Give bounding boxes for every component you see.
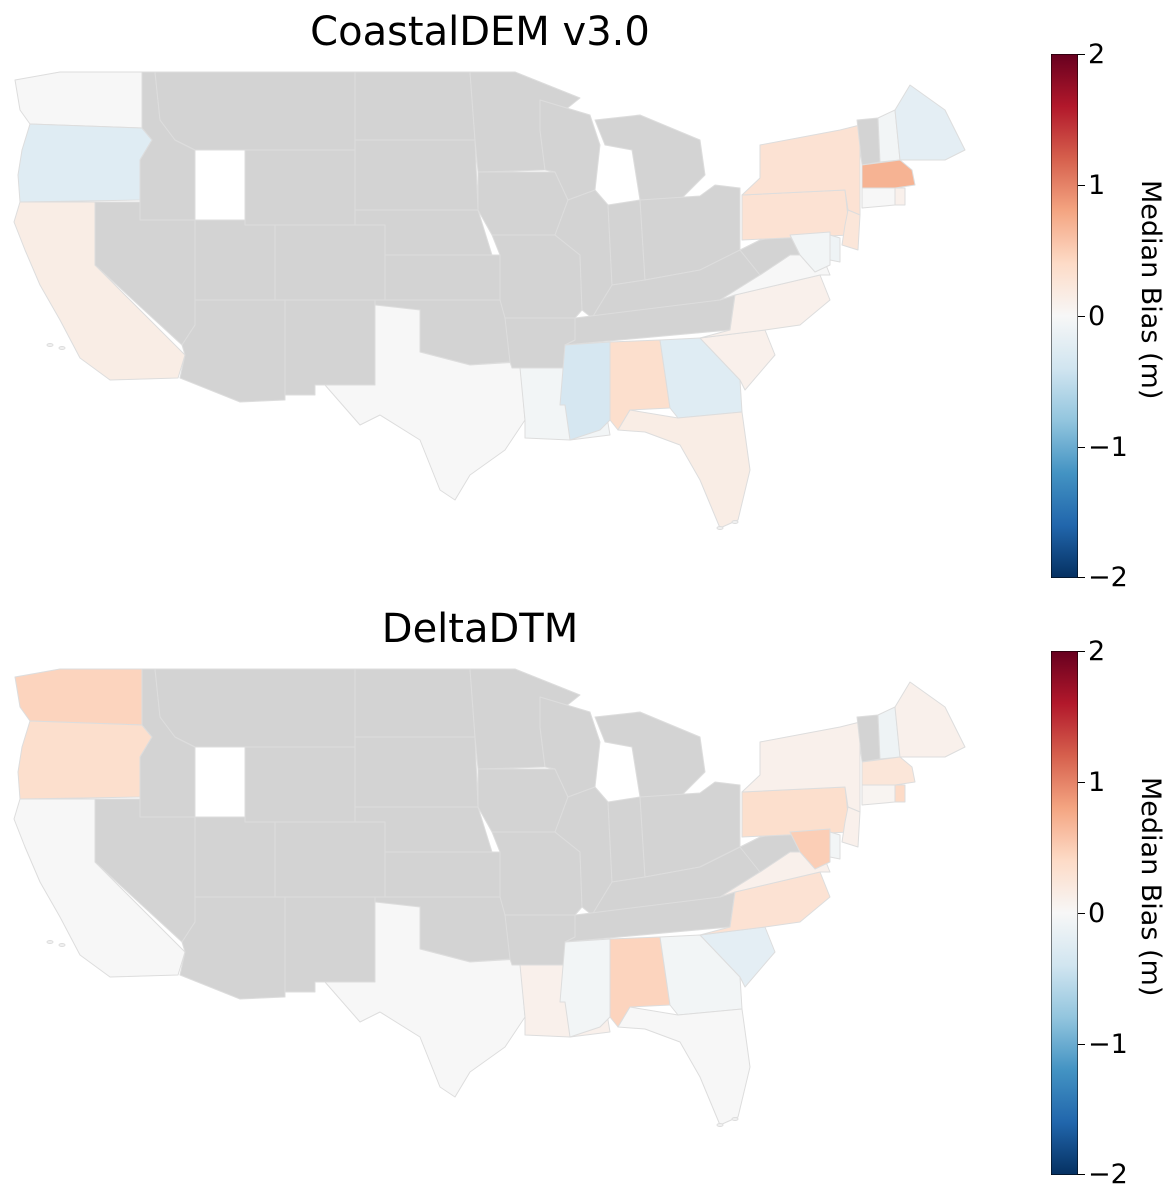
state-ct <box>861 784 896 806</box>
state-ri <box>894 187 906 206</box>
state-mo <box>491 234 583 319</box>
island-shape <box>731 1117 739 1121</box>
colorbar-tick-minus-1: −1 <box>1088 432 1128 463</box>
state-nj <box>841 806 861 848</box>
island-shape <box>46 343 54 347</box>
colorbar-tick-minus-1: −1 <box>1088 1029 1128 1060</box>
panel-deltadtm: DeltaDTM 2 1 0 −1 −2 Median Bias (m) <box>0 597 1175 1194</box>
state-wa <box>14 668 143 726</box>
state-nm <box>284 299 376 396</box>
colorbar-tick-2: 2 <box>1088 39 1106 70</box>
choropleth-map <box>13 71 966 530</box>
state-me <box>894 84 966 161</box>
colorbar <box>1051 651 1078 1175</box>
state-mt <box>154 71 356 151</box>
colorbar-tick-0: 0 <box>1088 898 1106 929</box>
state-md <box>789 828 831 870</box>
colorbar-label: Median Bias (m) <box>1135 180 1166 400</box>
state-fl <box>617 409 751 529</box>
colorbar-tick-minus-2: −2 <box>1088 1159 1128 1190</box>
state-nm <box>284 896 376 993</box>
state-tx <box>314 304 526 501</box>
state-md <box>789 231 831 273</box>
state-ma <box>861 756 916 786</box>
state-sd <box>354 736 479 808</box>
state-ut <box>194 816 276 898</box>
state-ks <box>384 254 501 301</box>
colorbar-tick-1: 1 <box>1088 767 1106 798</box>
state-pa <box>741 786 851 838</box>
panel-coastaldem: CoastalDEM v3.0 2 1 0 −1 −2 Median Bias … <box>13 9 1166 593</box>
state-nd <box>354 71 476 141</box>
state-nj <box>841 209 861 251</box>
colorbar-gradient <box>1051 54 1078 578</box>
state-tx <box>314 901 526 1098</box>
state-ut <box>194 219 276 301</box>
state-ma <box>861 159 916 189</box>
island-shape <box>58 346 66 350</box>
state-ia <box>477 768 569 833</box>
state-in <box>607 199 646 286</box>
state-pa <box>741 189 851 241</box>
state-co <box>274 224 386 301</box>
state-fl <box>617 1006 751 1126</box>
state-or <box>17 720 153 800</box>
island-shape <box>716 1123 724 1127</box>
state-ms <box>559 341 611 441</box>
island-shape <box>58 943 66 947</box>
state-nc <box>699 871 831 936</box>
state-mi <box>594 711 706 798</box>
state-wy <box>244 746 356 823</box>
state-in <box>607 796 646 883</box>
state-or <box>17 123 153 203</box>
island-shape <box>716 526 724 530</box>
island-shape <box>731 520 739 524</box>
state-de <box>829 831 841 860</box>
state-wa <box>14 71 143 129</box>
state-co <box>274 821 386 898</box>
state-de <box>829 234 841 263</box>
state-ms <box>559 938 611 1038</box>
state-ct <box>861 187 896 209</box>
state-ri <box>894 784 906 803</box>
state-az <box>179 299 286 403</box>
state-mo <box>491 831 583 916</box>
state-mi <box>594 114 706 201</box>
state-me <box>894 681 966 758</box>
state-ks <box>384 851 501 898</box>
map-title: DeltaDTM <box>381 606 579 652</box>
state-ia <box>477 171 569 236</box>
colorbar-tick-2: 2 <box>1088 636 1106 667</box>
state-az <box>179 896 286 1000</box>
colorbar-gradient <box>1051 651 1078 1175</box>
colorbar-label: Median Bias (m) <box>1135 777 1166 997</box>
state-sd <box>354 139 479 211</box>
colorbar-tick-1: 1 <box>1088 170 1106 201</box>
choropleth-map <box>13 668 966 1127</box>
map-title: CoastalDEM v3.0 <box>310 9 650 55</box>
colorbar-tick-minus-2: −2 <box>1088 562 1128 593</box>
state-mt <box>154 668 356 748</box>
state-nc <box>699 274 831 339</box>
state-nd <box>354 668 476 738</box>
colorbar-tick-0: 0 <box>1088 301 1106 332</box>
state-wy <box>244 149 356 226</box>
colorbar <box>1051 54 1078 578</box>
island-shape <box>46 940 54 944</box>
